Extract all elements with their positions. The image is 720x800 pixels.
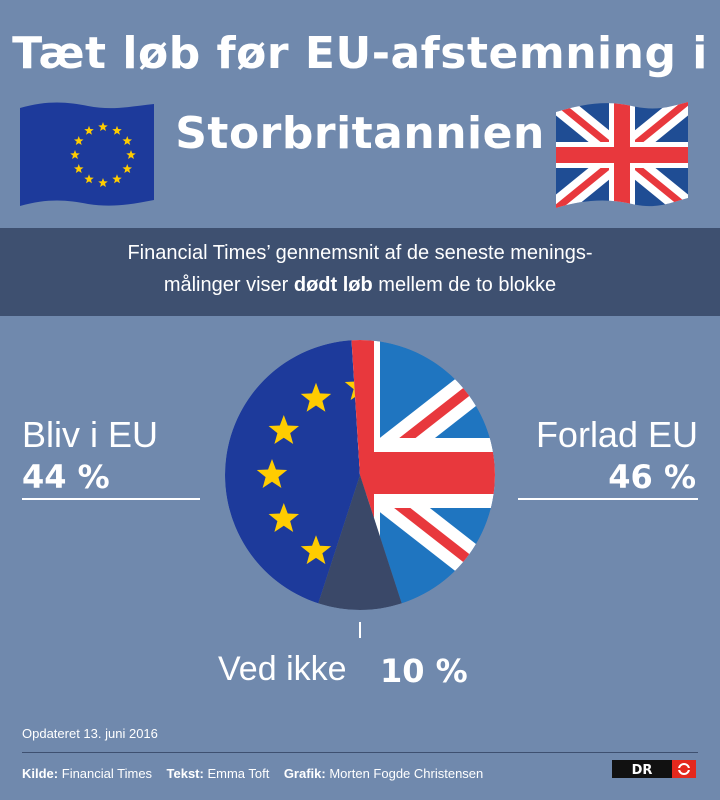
updated-date: Opdateret 13. juni 2016 bbox=[22, 726, 158, 741]
eu-flag-star bbox=[84, 125, 94, 135]
subtitle-emphasis: dødt løb bbox=[293, 274, 373, 296]
leave-rule bbox=[518, 498, 698, 500]
source-label: Kilde: bbox=[22, 766, 59, 781]
eu-flag-star bbox=[74, 136, 84, 146]
eu-flag-star bbox=[122, 164, 132, 174]
subtitle-line-2: målinger viser dødt løb mellem de to blo… bbox=[0, 274, 720, 297]
graphics-credit-label: Grafik: bbox=[283, 766, 326, 781]
title-line-1: Tæt løb før EU-afstemning i bbox=[12, 28, 708, 79]
eu-flag-star bbox=[98, 178, 108, 188]
text-credit-value: Emma Toft bbox=[207, 766, 270, 781]
pie-slice-leave bbox=[351, 340, 495, 604]
undecided-value: 10 % bbox=[380, 652, 468, 690]
pie-star bbox=[300, 535, 332, 565]
undecided-label: Ved ikke bbox=[218, 650, 347, 688]
pie-star bbox=[256, 459, 288, 488]
leave-value: 46 % bbox=[608, 458, 696, 496]
dr-logo: DR bbox=[612, 760, 696, 778]
pie-slice-undecided bbox=[318, 475, 402, 610]
subtitle-line-2-end: mellem de to blokke bbox=[372, 274, 557, 296]
source-value: Financial Times bbox=[61, 766, 153, 781]
eu-flag-star bbox=[84, 174, 94, 184]
footer-divider bbox=[22, 752, 698, 753]
subtitle-line-1: Financial Times’ gennemsnit af de senest… bbox=[127, 242, 593, 264]
eu-flag-icon bbox=[20, 102, 154, 206]
eu-flag-star bbox=[112, 174, 122, 184]
remain-label: Bliv i EU bbox=[22, 414, 159, 455]
pie-star bbox=[268, 503, 300, 532]
dr-logo-text: DR bbox=[632, 763, 653, 778]
pie-slice-remain bbox=[225, 340, 360, 604]
eu-flag-star bbox=[70, 150, 80, 160]
subtitle-band: Financial Times’ gennemsnit af de senest… bbox=[0, 228, 720, 316]
title-line-2: Storbritannien bbox=[175, 108, 545, 159]
eu-flag-star bbox=[126, 150, 136, 160]
remain-rule bbox=[22, 498, 200, 500]
text-credit-label: Tekst: bbox=[166, 766, 204, 781]
uk-flag-icon bbox=[556, 102, 688, 208]
leave-label: Forlad EU bbox=[535, 414, 698, 455]
graphics-credit-value: Morten Fogde Christensen bbox=[329, 766, 484, 781]
eu-flag-star bbox=[122, 136, 132, 146]
eu-flag-star bbox=[98, 122, 108, 132]
eu-flag-star bbox=[74, 164, 84, 174]
remain-value: 44 % bbox=[22, 458, 110, 496]
credits: Kilde: Financial Times Tekst: Emma Toft … bbox=[22, 766, 483, 781]
eu-flag-star bbox=[112, 125, 122, 135]
subtitle-line-2-start: målinger viser bbox=[163, 274, 294, 296]
pie-star bbox=[268, 415, 300, 444]
pie-star bbox=[300, 382, 332, 412]
